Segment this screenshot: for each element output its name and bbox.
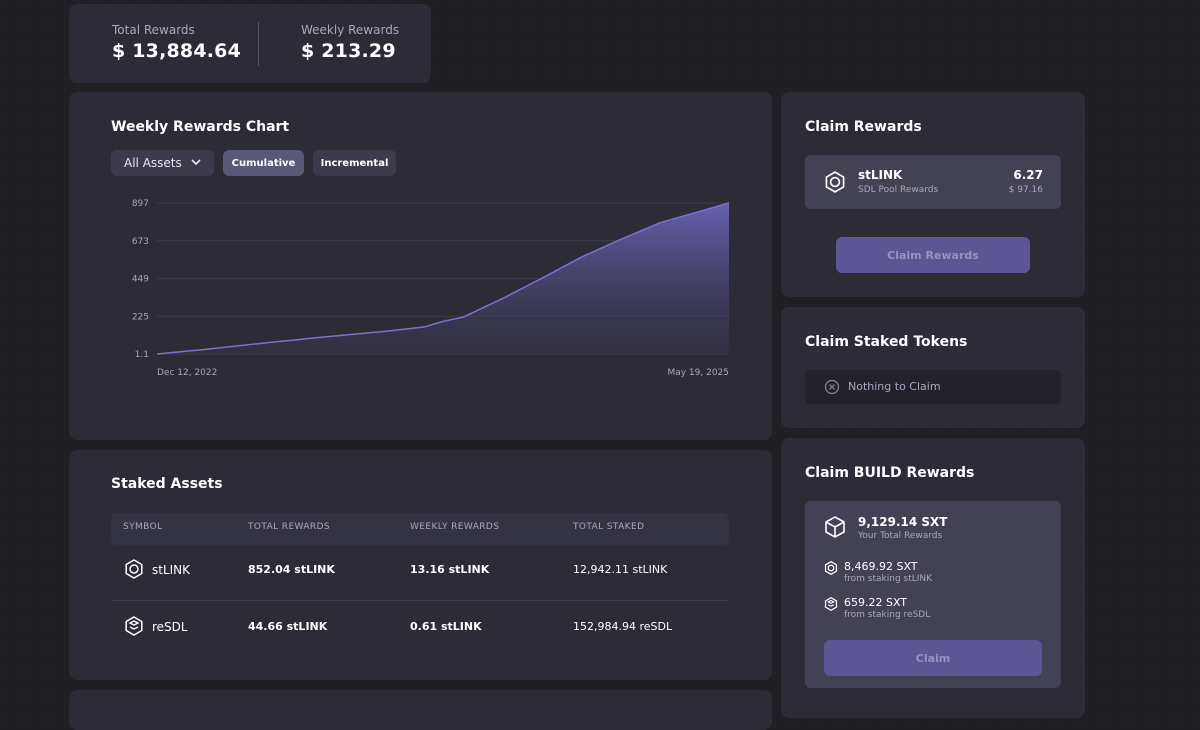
asset-total-staked: 12,942.11 stLINK — [573, 563, 668, 576]
asset-weekly-rewards: 13.16 stLINK — [410, 563, 490, 576]
table-header: SYMBOL TOTAL REWARDS WEEKLY REWARDS TOTA… — [111, 513, 729, 545]
lower-card — [69, 690, 772, 730]
cumulative-toggle-button[interactable]: Cumulative — [223, 150, 304, 176]
asset-weekly-rewards: 0.61 stLINK — [410, 620, 482, 633]
nothing-to-claim-box: Nothing to Claim — [805, 370, 1061, 404]
row-divider — [111, 600, 729, 601]
build-total-label: Your Total Rewards — [858, 531, 943, 541]
rewards-area-chart: 897 673 449 225 1.1 Dec 12, 2022 May 19, 2025 — [132, 199, 730, 378]
claim-rewards-title: Claim Rewards — [805, 119, 922, 135]
x-circle-icon — [824, 379, 840, 399]
claim-rewards-button[interactable]: Claim Rewards — [836, 237, 1030, 273]
weekly-rewards-value: $ 213.29 — [301, 40, 396, 62]
build-stlink-amount: 8,469.92 SXT — [844, 560, 918, 573]
total-rewards-value: $ 13,884.64 — [112, 40, 242, 62]
asset-symbol: stLINK — [152, 563, 191, 577]
stlink-gear-icon — [824, 560, 838, 579]
x-tick-label: Dec 12, 2022 — [157, 368, 217, 378]
rewards-series-line — [156, 202, 730, 355]
total-rewards-label: Total Rewards — [112, 23, 195, 37]
claim-staked-tokens-title: Claim Staked Tokens — [805, 334, 968, 350]
table-row[interactable]: reSDL 44.66 stLINK 0.61 stLINK 152,984.9… — [111, 602, 729, 658]
table-row[interactable]: stLINK 852.04 stLINK 13.16 stLINK 12,942… — [111, 545, 729, 601]
staked-assets-title: Staked Assets — [111, 476, 223, 492]
claim-build-title: Claim BUILD Rewards — [805, 465, 975, 481]
build-rewards-panel: 9,129.14 SXT Your Total Rewards 8,469.92… — [805, 501, 1061, 688]
column-header-total-rewards: TOTAL REWARDS — [248, 522, 331, 532]
total-rewards-block: Total Rewards $ 13,884.64 — [112, 23, 241, 62]
asset-symbol: reSDL — [152, 620, 188, 634]
asset-filter-dropdown[interactable]: All Assets — [111, 150, 214, 176]
staked-assets-card: Staked Assets SYMBOL TOTAL REWARDS WEEKL… — [69, 450, 772, 680]
column-header-symbol: SYMBOL — [123, 522, 163, 532]
resdl-icon — [124, 616, 144, 636]
weekly-rewards-block: Weekly Rewards $ 213.29 — [301, 23, 399, 62]
column-header-weekly-rewards: WEEKLY REWARDS — [410, 522, 500, 532]
weekly-rewards-chart-card: Weekly Rewards Chart All Assets Cumulati… — [69, 92, 772, 440]
y-tick-label: 673 — [132, 237, 149, 247]
y-tick-label: 225 — [132, 312, 149, 322]
claim-rewards-card: Claim Rewards stLINK SDL Pool Rewards 6.… — [781, 92, 1085, 297]
build-stlink-source: from staking stLINK — [844, 574, 933, 584]
stlink-gear-icon — [124, 559, 144, 579]
chevron-down-icon — [191, 158, 201, 168]
summary-divider — [258, 22, 259, 66]
asset-total-staked: 152,984.94 reSDL — [573, 620, 673, 633]
build-total-amount: 9,129.14 SXT — [858, 515, 948, 529]
y-tick-label: 449 — [132, 275, 149, 285]
weekly-rewards-label: Weekly Rewards — [301, 23, 400, 37]
incremental-toggle-button[interactable]: Incremental — [313, 150, 396, 176]
resdl-icon — [824, 596, 838, 615]
reward-amount: 6.27 — [1013, 168, 1043, 182]
reward-item-stlink: stLINK SDL Pool Rewards 6.27 $ 97.16 — [805, 155, 1061, 209]
chart-title: Weekly Rewards Chart — [111, 119, 290, 135]
column-header-total-staked: TOTAL STAKED — [573, 522, 645, 532]
rewards-summary-card: Total Rewards $ 13,884.64 Weekly Rewards… — [69, 4, 431, 83]
claim-build-rewards-card: Claim BUILD Rewards 9,129.14 SXT Your To… — [781, 438, 1085, 718]
reward-usd-value: $ 97.16 — [1008, 185, 1043, 195]
claim-build-button[interactable]: Claim — [824, 640, 1042, 676]
claim-staked-tokens-card: Claim Staked Tokens Nothing to Claim — [781, 307, 1085, 428]
x-tick-label: May 19, 2025 — [667, 368, 729, 378]
reward-source: SDL Pool Rewards — [858, 185, 939, 195]
sxt-cube-icon — [823, 515, 847, 543]
y-tick-label: 1.1 — [135, 350, 149, 360]
y-tick-label: 897 — [132, 199, 149, 209]
asset-total-rewards: 852.04 stLINK — [248, 563, 335, 576]
reward-symbol: stLINK — [858, 168, 903, 182]
asset-filter-value: All Assets — [124, 156, 182, 170]
stlink-gear-icon — [824, 171, 846, 197]
asset-total-rewards: 44.66 stLINK — [248, 620, 328, 633]
build-resdl-source: from staking reSDL — [844, 610, 931, 620]
rewards-area-fill — [157, 203, 729, 354]
build-resdl-amount: 659.22 SXT — [844, 596, 908, 609]
nothing-to-claim-text: Nothing to Claim — [848, 380, 941, 393]
